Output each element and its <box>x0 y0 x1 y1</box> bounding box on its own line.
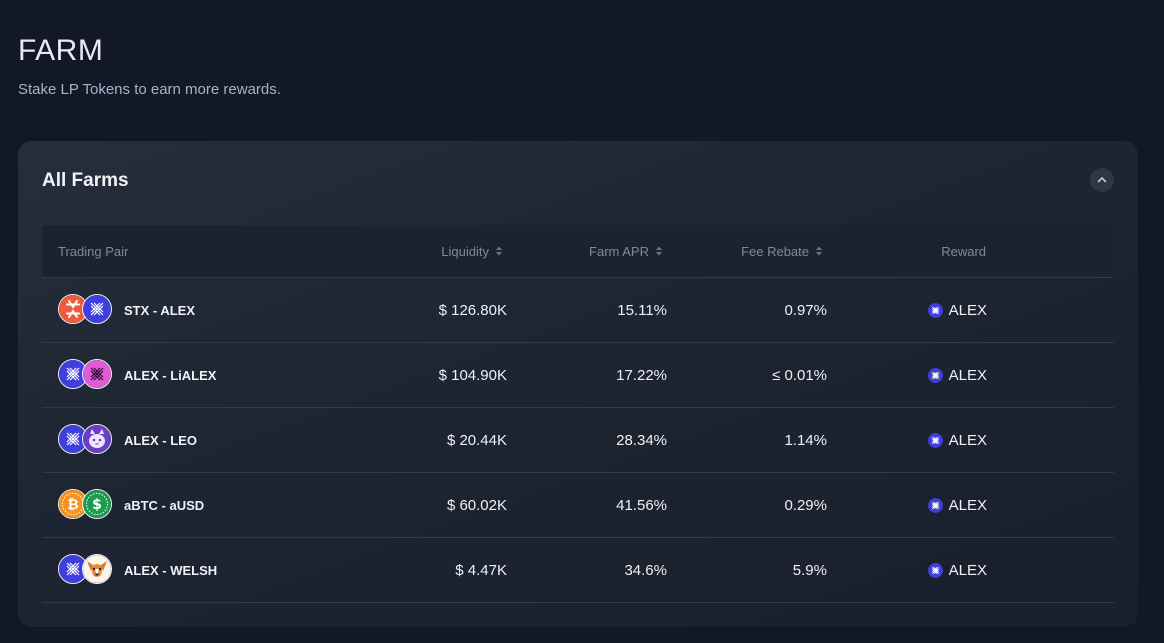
reward-label: ALEX <box>948 301 987 319</box>
page-title: FARM <box>18 34 104 67</box>
reward-token: ALEX <box>927 343 987 407</box>
liquidity-value: $ 104.90K <box>438 366 507 384</box>
chevron-up-icon <box>1097 177 1107 183</box>
reward-label: ALEX <box>948 496 987 514</box>
farm-apr-value: 15.11% <box>617 301 667 319</box>
column-header-label: Farm APR <box>589 243 649 259</box>
liquidity-value: $ 60.02K <box>446 496 507 514</box>
column-header-reward: Reward <box>941 243 986 259</box>
column-header-farm-apr[interactable]: Farm APR <box>589 225 663 277</box>
table-row[interactable]: ALEX - WELSH $ 4.47K 34.6% 5.9% ALEX <box>42 538 1114 603</box>
stx-icon <box>58 294 88 324</box>
alex-icon <box>927 302 943 318</box>
fee-rebate-value: 0.29% <box>784 496 827 514</box>
welsh-dog-icon <box>82 554 112 584</box>
column-header-liquidity[interactable]: Liquidity <box>441 225 503 277</box>
pair-icons <box>58 554 114 586</box>
leo-cat-icon <box>82 424 112 454</box>
liquidity-value: $ 20.44K <box>446 431 507 449</box>
reward-token: ALEX <box>927 278 987 342</box>
table-row[interactable]: STX - ALEX $ 126.80K 15.11% 0.97% ALEX <box>42 278 1114 343</box>
pair-icons <box>58 359 114 391</box>
table-header: Trading Pair Liquidity Farm APR Fee Reba… <box>42 225 1114 278</box>
fee-rebate-value: 0.97% <box>784 301 827 319</box>
sort-icon <box>496 246 502 256</box>
fee-rebate-value: 1.14% <box>784 431 827 449</box>
table-row[interactable]: ₿ $ aBTC - aUSD $ 60.02K 41.56% 0.29% AL… <box>42 473 1114 538</box>
farm-apr-value: 17.22% <box>616 366 667 384</box>
pair-name: ALEX - WELSH <box>124 562 218 578</box>
page-subtitle: Stake LP Tokens to earn more rewards. <box>18 81 281 98</box>
dollar-icon: $ <box>82 489 112 519</box>
card-title: All Farms <box>42 170 129 191</box>
farm-apr-value: 41.56% <box>616 496 667 514</box>
pair-name: STX - ALEX <box>124 302 196 318</box>
alex-icon <box>927 497 943 513</box>
reward-token: ALEX <box>927 538 987 602</box>
pair-name: ALEX - LEO <box>124 432 197 448</box>
pair-icons <box>58 294 114 326</box>
pair-icons: ₿ $ <box>58 489 114 521</box>
liquidity-value: $ 4.47K <box>455 561 507 579</box>
pair-icons <box>58 424 114 456</box>
alex-icon <box>927 432 943 448</box>
column-header-label: Fee Rebate <box>741 243 809 259</box>
table-row[interactable]: ALEX - LiALEX $ 104.90K 17.22% ≤ 0.01% A… <box>42 343 1114 408</box>
sort-icon <box>816 246 822 256</box>
farm-apr-value: 28.34% <box>616 431 667 449</box>
alex-icon <box>82 294 112 324</box>
all-farms-card: All Farms Trading Pair Liquidity Farm AP… <box>18 141 1138 627</box>
column-header-fee-rebate[interactable]: Fee Rebate <box>741 225 823 277</box>
collapse-button[interactable] <box>1090 168 1114 192</box>
alex-icon <box>927 367 943 383</box>
fee-rebate-value: 5.9% <box>792 561 827 579</box>
farms-table: Trading Pair Liquidity Farm APR Fee Reba… <box>42 225 1114 603</box>
alex-icon <box>927 562 943 578</box>
table-row[interactable]: ALEX - LEO $ 20.44K 28.34% 1.14% ALEX <box>42 408 1114 473</box>
column-header-label: Liquidity <box>441 243 489 259</box>
reward-token: ALEX <box>927 408 987 472</box>
column-header-trading-pair: Trading Pair <box>58 243 129 259</box>
svg-text:$: $ <box>92 497 102 513</box>
reward-label: ALEX <box>948 561 987 579</box>
farm-apr-value: 34.6% <box>624 561 667 579</box>
alex-icon <box>58 359 88 389</box>
pair-name: ALEX - LiALEX <box>124 367 217 383</box>
reward-token: ALEX <box>927 473 987 537</box>
reward-label: ALEX <box>948 431 987 449</box>
pair-name: aBTC - aUSD <box>124 497 205 513</box>
reward-label: ALEX <box>948 366 987 384</box>
fee-rebate-value: ≤ 0.01% <box>772 366 827 384</box>
liquidity-value: $ 126.80K <box>438 301 507 319</box>
sort-icon <box>656 246 662 256</box>
lialex-icon <box>82 359 112 389</box>
svg-text:₿: ₿ <box>67 497 78 513</box>
